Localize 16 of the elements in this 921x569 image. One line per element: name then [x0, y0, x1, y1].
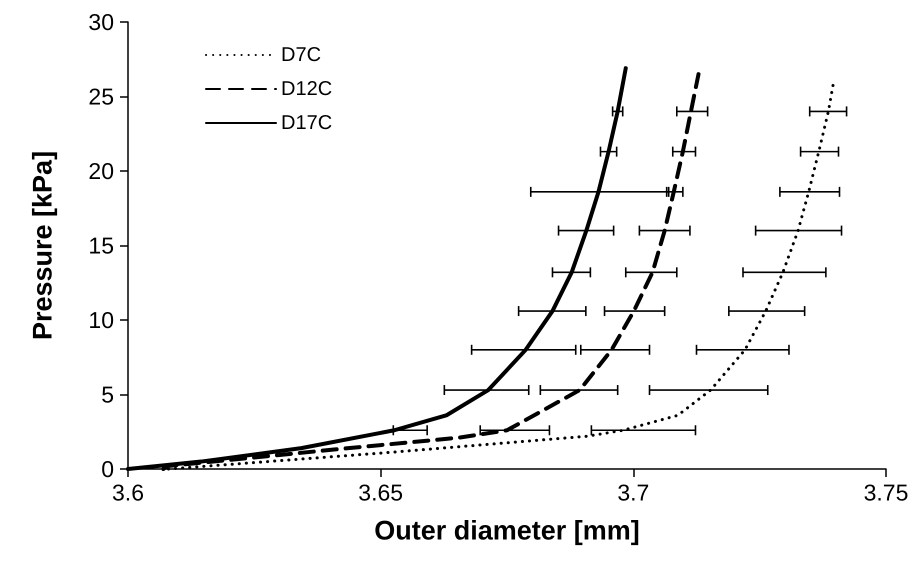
y-tick-label: 10: [88, 307, 114, 333]
y-tick-label: 20: [88, 158, 114, 184]
x-tick-label: 3.6: [112, 480, 144, 506]
legend-label: D7C: [281, 44, 322, 66]
x-tick-label: 3.75: [864, 480, 908, 506]
legend-label: D17C: [281, 112, 332, 134]
x-axis-title: Outer diameter [mm]: [374, 516, 640, 546]
y-axis-title: Pressure [kPa]: [28, 150, 58, 340]
x-tick-label: 3.65: [358, 480, 404, 506]
y-tick-label: 30: [88, 9, 114, 35]
y-tick-label: 25: [88, 84, 114, 110]
x-tick-label: 3.7: [617, 480, 650, 506]
y-tick-label: 0: [101, 456, 114, 482]
y-tick-label: 5: [101, 382, 114, 408]
legend-label: D12C: [281, 78, 332, 100]
y-tick-label: 15: [88, 232, 114, 258]
